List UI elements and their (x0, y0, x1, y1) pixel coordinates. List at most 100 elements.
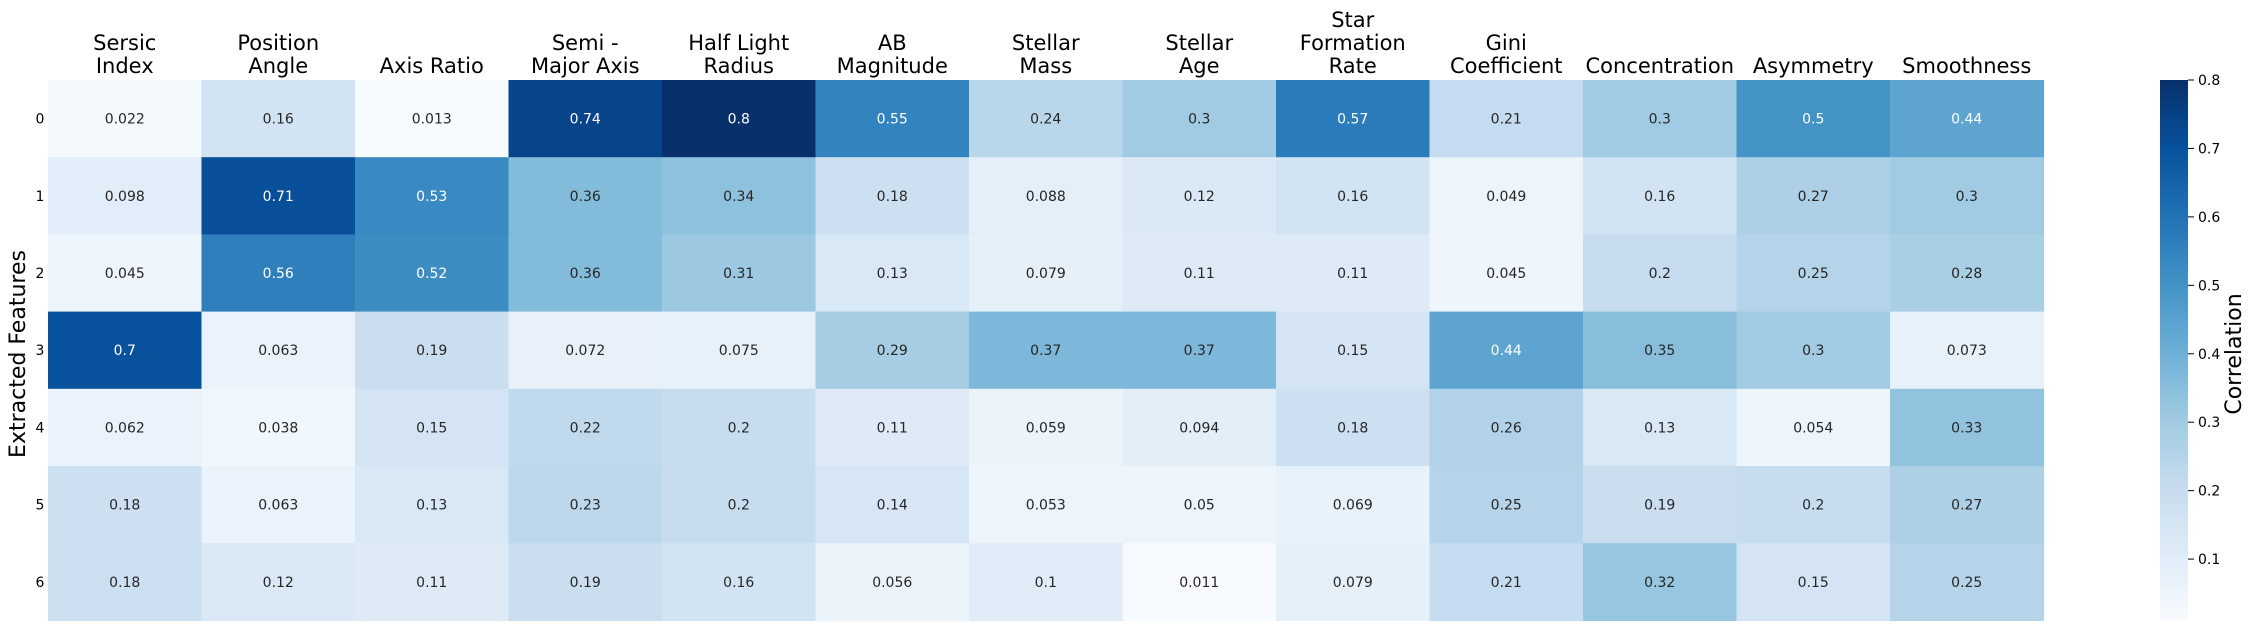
heatmap-cell (1583, 466, 1738, 544)
cell-value-label: 0.3 (1956, 189, 1978, 205)
heatmap-cell (1736, 388, 1891, 467)
y-axis-title: Extracted Features (6, 250, 31, 458)
cell-value-label: 0.37 (1184, 343, 1215, 359)
cell-value-label: 0.19 (570, 575, 601, 591)
cell-value-label: 0.12 (263, 575, 294, 591)
cell-value-label: 0.073 (1947, 343, 1987, 359)
heatmap-cell (1429, 466, 1584, 544)
heatmap-cell (355, 543, 510, 621)
cell-value-label: 0.094 (1179, 420, 1219, 436)
cell-value-label: 0.11 (1337, 266, 1368, 282)
cell-value-label: 0.22 (570, 420, 601, 436)
row-labels: 0 1 2 3 4 5 6 (36, 112, 45, 591)
heatmap-cell (48, 311, 203, 390)
colorbar-tick-label: 0.1 (2198, 552, 2220, 568)
heatmap-cell (1736, 157, 1891, 235)
heatmap-cell (201, 311, 356, 390)
cell-value-label: 0.098 (105, 189, 145, 205)
heatmap-cell (1890, 80, 2045, 158)
cell-value-label: 0.19 (1644, 498, 1675, 514)
cell-value-label: 0.045 (105, 266, 145, 282)
cell-value-label: 0.23 (570, 498, 601, 514)
heatmap-cell (662, 157, 817, 235)
cell-value-label: 0.19 (416, 343, 447, 359)
heatmap-cells: 0.022 0.16 0.013 0.74 0.8 0.55 0.24 0.3 0.57 0.21… (48, 80, 2045, 621)
heatmap-cell (355, 80, 510, 158)
cell-value-label: 0.8 (728, 112, 750, 128)
cell-value-label: 0.24 (1030, 112, 1061, 128)
cell-value-label: 0.2 (1802, 498, 1824, 514)
cell-value-label: 0.063 (258, 343, 298, 359)
heatmap-cell (1890, 311, 2045, 390)
heatmap-cell (48, 543, 203, 621)
heatmap-cell (201, 157, 356, 235)
column-label: Asymmetry (1753, 54, 1874, 78)
cell-value-label: 0.5 (1802, 112, 1824, 128)
column-label: Semi -Major Axis (531, 31, 640, 78)
cell-value-label: 0.038 (258, 420, 298, 436)
cell-value-label: 0.16 (723, 575, 754, 591)
column-labels: Sersic Index Position Angle Axis Ratio Semi -… (93, 8, 2031, 78)
heatmap-cell (662, 234, 817, 313)
cell-value-label: 0.44 (1951, 112, 1982, 128)
cell-value-label: 0.57 (1337, 112, 1368, 128)
cell-value-label: 0.063 (258, 498, 298, 514)
cell-value-label: 0.21 (1491, 575, 1522, 591)
heatmap-cell (1736, 466, 1891, 544)
column-label: Smoothness (1902, 54, 2031, 78)
heatmap-cell (1890, 466, 2045, 544)
cell-value-label: 0.053 (1026, 498, 1066, 514)
colorbar-tick-label: 0.7 (2198, 141, 2220, 157)
cell-value-label: 0.1 (1035, 575, 1057, 591)
cell-value-label: 0.18 (109, 575, 140, 591)
heatmap-cell (1583, 311, 1738, 390)
row-label: 4 (36, 420, 45, 436)
cell-value-label: 0.31 (723, 266, 754, 282)
heatmap-cell (815, 543, 970, 621)
cell-value-label: 0.25 (1798, 266, 1829, 282)
heatmap-cell (508, 80, 663, 158)
cell-value-label: 0.054 (1793, 420, 1833, 436)
heatmap-cell (1429, 234, 1584, 313)
heatmap-cell (48, 80, 203, 158)
cell-value-label: 0.11 (416, 575, 447, 591)
heatmap-cell (662, 80, 817, 158)
cell-value-label: 0.34 (723, 189, 754, 205)
cell-value-label: 0.056 (872, 575, 912, 591)
cell-value-label: 0.11 (1184, 266, 1215, 282)
heatmap-cell (1429, 80, 1584, 158)
heatmap-cell (969, 157, 1124, 235)
cell-value-label: 0.36 (570, 189, 601, 205)
heatmap-cell (1276, 80, 1431, 158)
cell-value-label: 0.16 (263, 112, 294, 128)
heatmap-cell (1122, 466, 1277, 544)
heatmap-cell (1429, 543, 1584, 621)
heatmap-cell (815, 388, 970, 467)
cell-value-label: 0.25 (1491, 498, 1522, 514)
cell-value-label: 0.2 (728, 498, 750, 514)
cell-value-label: 0.11 (877, 420, 908, 436)
heatmap-cell (1890, 157, 2045, 235)
column-label: Position Angle (237, 31, 319, 78)
heatmap-cell (201, 80, 356, 158)
cell-value-label: 0.29 (877, 343, 908, 359)
row-label: 0 (36, 112, 45, 128)
colorbar: 0.1 0.2 0.3 0.4 0.5 0.6 0.7 0.8 (2160, 73, 2220, 620)
cell-value-label: 0.045 (1486, 266, 1526, 282)
cell-value-label: 0.072 (565, 343, 605, 359)
colorbar-tick-label: 0.3 (2198, 415, 2220, 431)
cell-value-label: 0.26 (1491, 420, 1522, 436)
cell-value-label: 0.25 (1951, 575, 1982, 591)
colorbar-tick-label: 0.2 (2198, 484, 2220, 500)
column-label: Half Light Radius (688, 31, 789, 78)
colorbar-tick-label: 0.5 (2198, 278, 2220, 294)
heatmap-cell (662, 388, 817, 467)
row-label: 3 (36, 343, 45, 359)
row-label: 2 (36, 266, 45, 282)
heatmap-cell (815, 80, 970, 158)
heatmap-cell (1583, 157, 1738, 235)
heatmap-cell (508, 234, 663, 313)
cell-value-label: 0.079 (1333, 575, 1373, 591)
heatmap-cell (1276, 388, 1431, 467)
